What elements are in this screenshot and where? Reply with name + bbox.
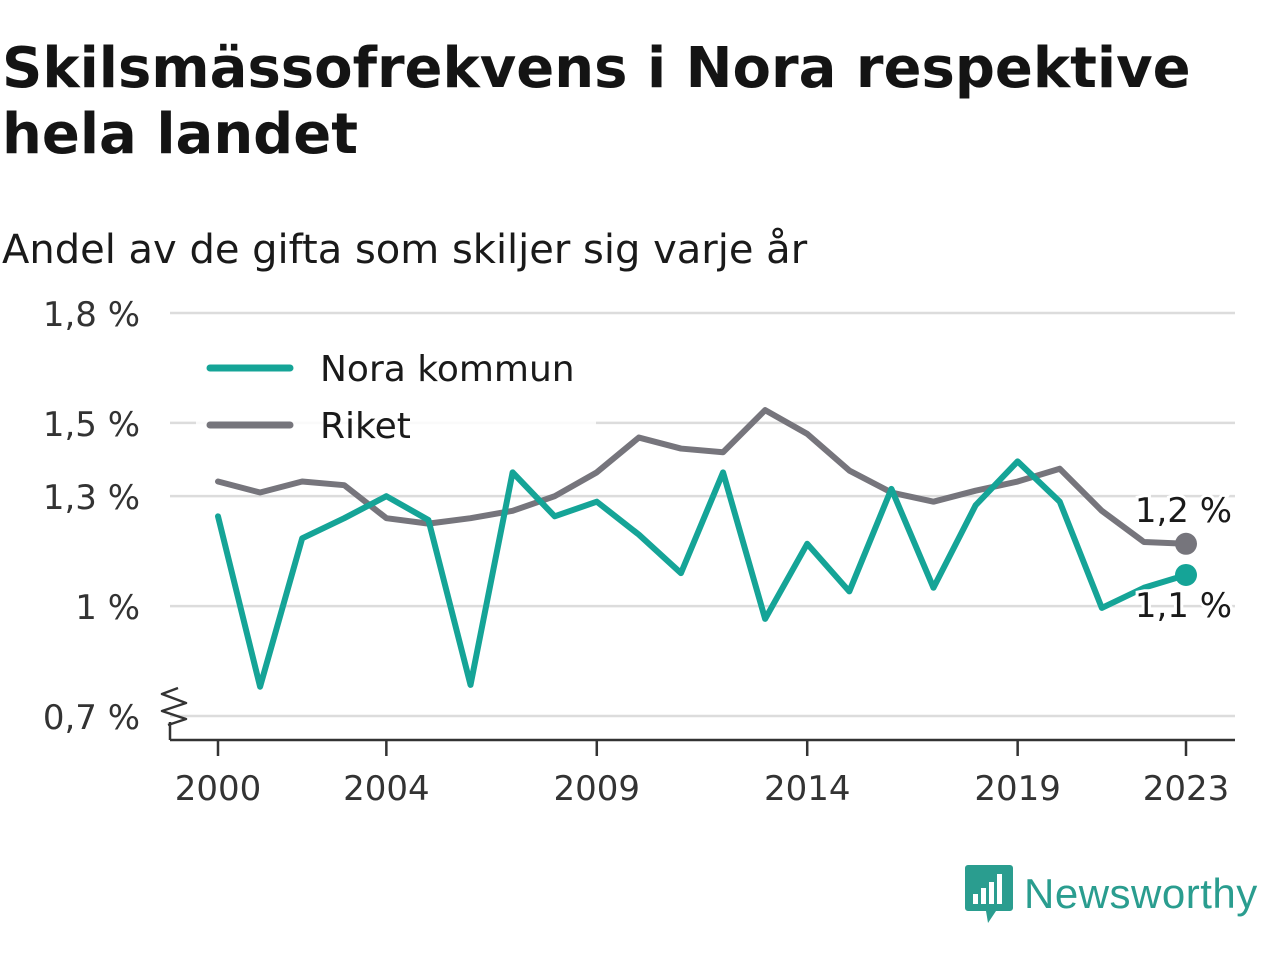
series-end-point-riket	[1175, 532, 1197, 555]
newsworthy-logo: Newsworthy	[964, 862, 1258, 926]
x-axis-tick-labels: 2000 2004 2009 2014 2019 2023	[175, 740, 1230, 809]
y-tick-label: 1,3 %	[43, 478, 140, 518]
chart-subtitle: Andel av de gifta som skiljer sig varje …	[2, 227, 808, 273]
x-tick-label: 2000	[175, 769, 262, 809]
y-tick-label: 1,5 %	[43, 405, 140, 445]
end-label: 1,1 %	[1135, 586, 1232, 626]
x-tick-label: 2023	[1143, 769, 1230, 809]
end-labels: 1,1 % 1,2 %	[1132, 488, 1235, 629]
x-axis	[160, 686, 1235, 742]
legend-background	[196, 340, 596, 452]
legend: Nora kommun Riket	[196, 340, 596, 452]
series-end-point-nora-kommun	[1175, 563, 1197, 586]
chart-title: Skilsmässofrekvens i Nora respektive hel…	[2, 36, 1191, 167]
x-tick-label: 2009	[554, 769, 641, 809]
x-tick-label: 2004	[343, 769, 430, 809]
legend-label-riket: Riket	[320, 406, 411, 447]
y-tick-label: 0,7 %	[43, 698, 140, 738]
series-line-nora-kommun	[215, 458, 1189, 690]
newsworthy-bar-chart-icon	[965, 865, 1013, 923]
x-tick-label: 2019	[974, 769, 1061, 809]
series-line-riket	[215, 407, 1189, 547]
y-tick-label: 1 %	[75, 588, 140, 628]
y-tick-label: 1,8 %	[43, 295, 140, 335]
end-label: 1,2 %	[1135, 491, 1232, 531]
legend-label-nora-kommun: Nora kommun	[320, 349, 575, 390]
y-axis-tick-labels: 0,7 % 1 % 1,3 % 1,5 % 1,8 %	[43, 295, 140, 738]
brand-name: Newsworthy	[1024, 870, 1258, 917]
x-tick-label: 2014	[764, 769, 851, 809]
axis-break-marker	[160, 686, 188, 727]
series-lines	[215, 407, 1197, 690]
